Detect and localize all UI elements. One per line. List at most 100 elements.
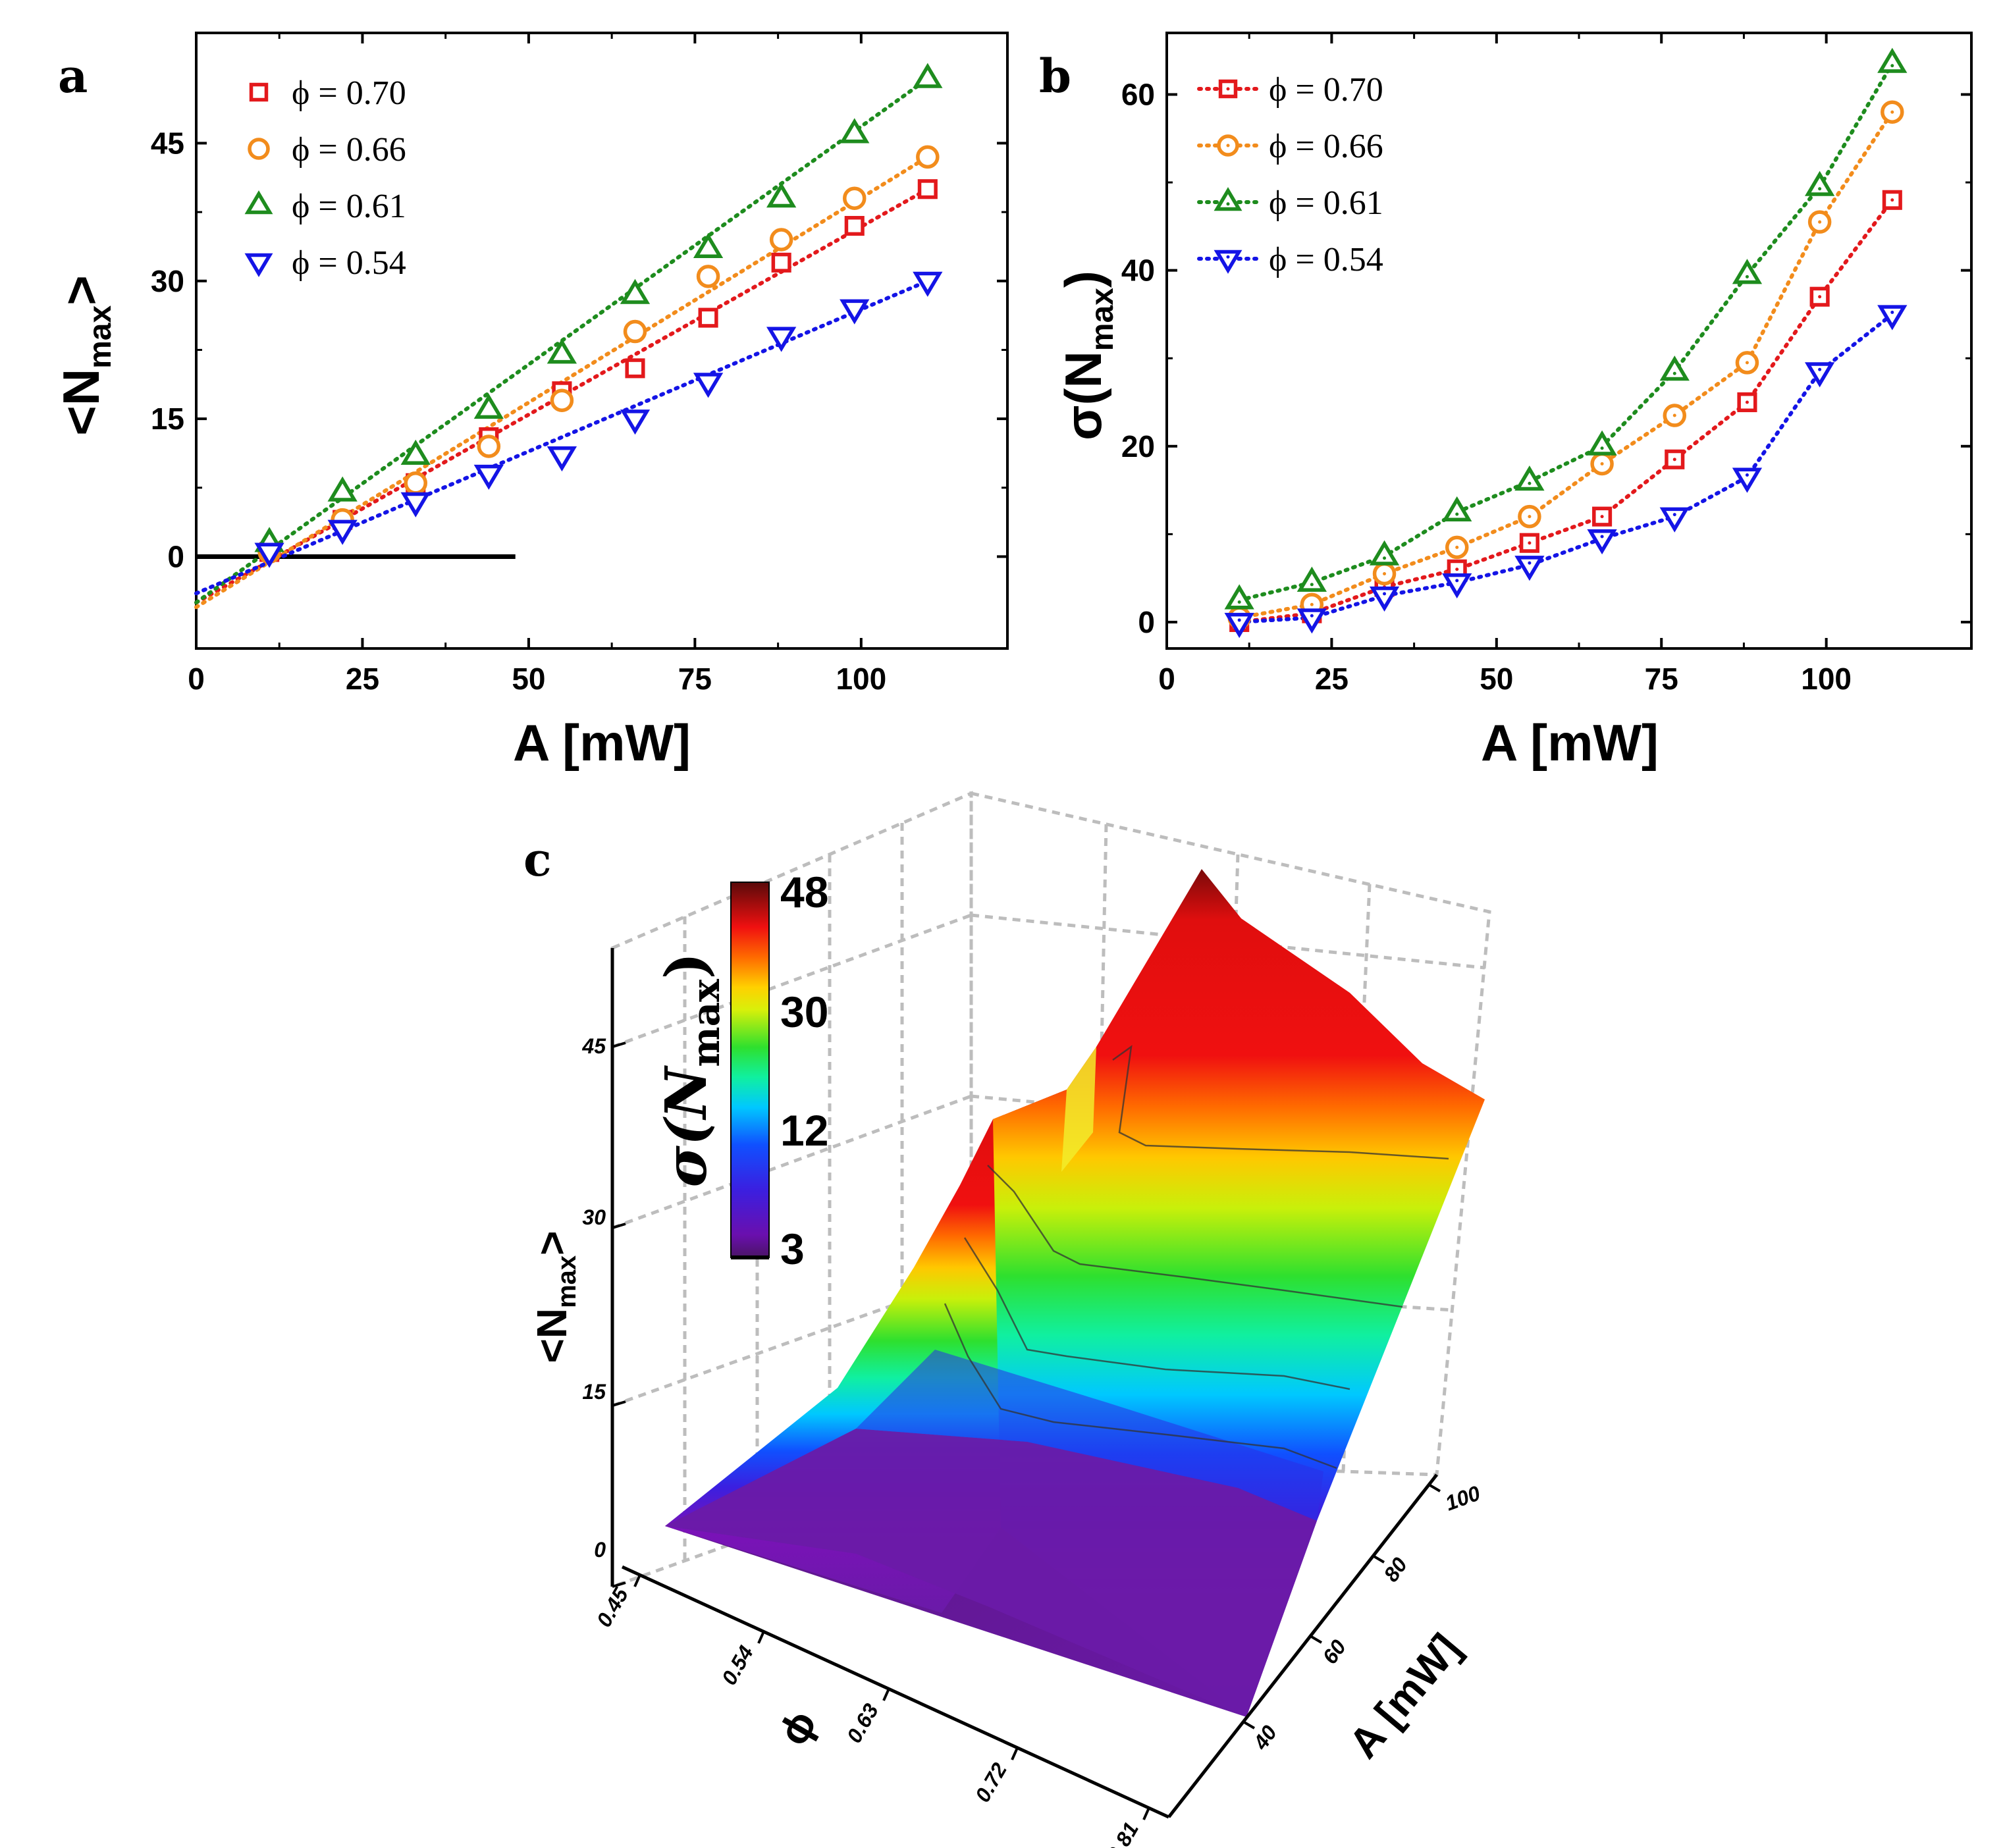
panel-a-series [194,63,943,610]
panel-a-series-3-point [400,492,431,517]
panel-b-series-1-line [1237,110,1894,620]
panel-c-phi-tick-label: 0.45 [592,1583,633,1631]
panel-a-series-1-point [623,319,647,344]
panel-b-series-2-point-center-dot [1237,600,1241,604]
panel-a-series-1-point [696,265,720,288]
panel-a-series-2-point [840,118,870,144]
panel-b-series-1-point-center-dot [1600,462,1604,465]
panel-a-series-2-point [473,394,504,419]
panel-b-y-axis-title: σ(Nmax) [1054,271,1120,440]
panel-a-series-0-point [625,358,645,379]
panel-b-series-3-point [1877,305,1908,330]
panel-a-ticks: 0 25 50 75 100 0 15 30 45 [151,33,1007,696]
panel-c-phi-tick [757,1631,765,1644]
panel-c-z-tick [612,1400,626,1407]
panel-b-series-3-point [1296,608,1327,634]
panel-b-y-axis-end: ) [1054,271,1112,288]
panel-c-phi-axis-line [621,1565,1170,1819]
panel-a-series-3-point [473,464,504,490]
panel-b-x-tick-label: 75 [1645,662,1678,696]
panel-b-series-2-point-center-dot [1890,64,1894,68]
panel-b-series-3-point [1224,612,1254,639]
panel-c-z-tick-label: 15 [582,1380,606,1404]
panel-b-legend-label: ϕ = 0.61 [1269,184,1383,222]
panel-b-series-0-point-center-dot [1672,458,1676,462]
colorbar-title: σ(Nmax) [653,953,728,1188]
panel-b-series-0-line [1237,198,1894,624]
panel-c-a-axis-line [1167,1473,1438,1818]
panel-b-ticks: 0 25 50 75 100 0 20 40 60 [1121,33,1971,696]
panel-b-series-3-point [1804,362,1835,388]
panel-b-series-3-point-center-dot [1383,592,1387,596]
panel-b-legend-marker-center-dot [1226,202,1230,206]
panel-a-legend: ϕ = 0.70 ϕ = 0.66 ϕ = 0.61 ϕ = 0.54 [244,74,406,282]
panel-a-y-axis-title: <Nmax> [52,275,118,436]
panel-a-x-tick-label: 100 [836,662,886,696]
panel-a-series-0-point [698,307,718,328]
panel-a-series-0-point [771,252,791,273]
panel-b-series-2-point-center-dot [1310,583,1314,587]
panel-a-series-2-point [547,338,577,364]
panel-b-series-3-point-center-dot [1310,614,1314,618]
panel-b-series-2-point [1877,47,1908,73]
panel-c-wall-grid [612,1094,972,1230]
surface-contours [944,1045,1449,1469]
panel-b-series-2-point [1587,430,1617,456]
panel-a-legend-marker [249,82,269,102]
panel-b-y-tick-label: 60 [1121,78,1155,112]
panel-b-series-0-point-center-dot [1528,541,1532,545]
panel-b-series-1-point-center-dot [1890,110,1894,114]
panel-b-y-axis-sub: max [1085,288,1120,351]
panel-b-legend: ϕ = 0.70 ϕ = 0.66 ϕ = 0.61 ϕ = 0.54 [1197,71,1383,278]
panel-b-series-2-point-center-dot [1672,371,1676,375]
colorbar-tick-label: 3 [780,1225,805,1273]
panel-c-colorbar: 48 30 12 3 σ(Nmax) [653,868,828,1273]
panel-b-series-2-point [1514,465,1545,491]
panel-a-series-3-point [547,446,577,472]
panel-b-series-3-point [1369,586,1400,612]
panel-c-a-tick [1372,1554,1385,1564]
panel-a-legend-label: ϕ = 0.66 [292,131,406,169]
panel-a-y-axis-sub: max [83,305,118,369]
panel-b-series-3-point-center-dot [1528,561,1532,565]
panel-c-phi-tick-label: 0.72 [971,1758,1011,1806]
panel-a-series-3-point [327,519,358,545]
panel-a-series-1-point [769,228,793,251]
panel-c-z-tick-label: 30 [582,1205,606,1229]
panel-b-series-2-point [1442,496,1472,521]
panel-a-legend-label: ϕ = 0.54 [292,244,406,282]
panel-a-frame [195,32,1009,650]
panel-c-z-tick-label: 0 [594,1538,606,1562]
panel-a-legend-marker [244,190,273,215]
panel-b-series-0-point-center-dot [1745,400,1749,404]
panel-b-series-1-point-center-dot [1528,515,1532,519]
panel-a-legend-label: ϕ = 0.70 [292,74,406,112]
colorbar-gradient [730,882,770,1258]
panel-b-label: b [1039,49,1071,103]
panel-a-y-tick-label: 30 [151,264,184,298]
panel-b-series-3-point [1442,573,1472,598]
panel-c-z-tick-label: 45 [581,1034,606,1058]
panel-b-x-tick-label: 50 [1480,662,1513,696]
panel-a-x-tick-label: 25 [346,662,379,696]
panel-b-series-3-line [1237,312,1894,624]
panel-b-legend-marker [1214,187,1242,211]
panel-b-series [1224,47,1908,639]
panel-a-series-1-point [842,186,867,210]
panel-a-series-0-point [844,216,865,236]
contour-line [1112,1045,1449,1160]
contour-line [963,1237,1350,1390]
panel-b-series-2-point [1732,259,1763,284]
panel-a-x-tick-label: 75 [678,662,712,696]
panel-a-series-2-point [766,182,797,208]
panel-b-legend-marker [1214,250,1242,274]
panel-a-legend-marker [244,253,273,277]
panel-c: c [523,791,1491,1848]
panel-a-label: a [58,49,88,103]
panel-b-series-2-point [1804,171,1835,196]
panel-b-legend-label: ϕ = 0.70 [1269,71,1383,109]
colorbar-title-end: ) [653,953,720,980]
panel-b-series-1-point-center-dot [1310,602,1314,606]
